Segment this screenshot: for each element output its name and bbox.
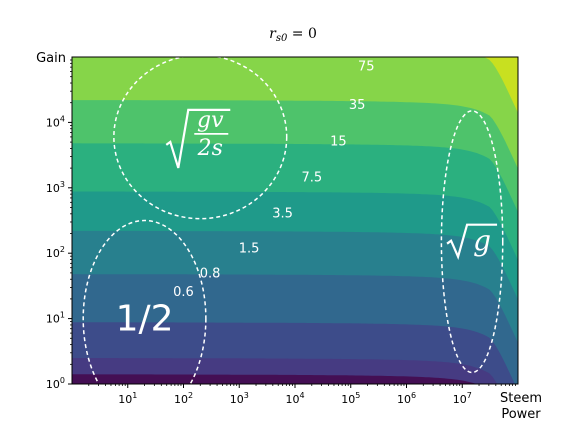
radical-sign [446, 223, 498, 260]
y-axis-ticks: 100 101 102 103 104 [46, 59, 72, 391]
chart-title: rs0 = 0 [269, 26, 317, 44]
annotation-ellipse [113, 57, 288, 220]
title-variable: r [269, 26, 277, 42]
contour-band [484, 57, 518, 113]
x-axis-label-line1: Steem [500, 391, 542, 406]
x-tick-label: 105 [341, 391, 360, 406]
contour-label: 200 [365, 18, 390, 33]
annotation-sqrt-g: g [446, 223, 498, 260]
x-tick-label: 106 [397, 391, 416, 406]
radical-sign [165, 108, 231, 169]
contour-label: 7.5 [301, 171, 322, 186]
x-tick-label: 104 [285, 391, 304, 406]
fraction-denominator: 2s [197, 136, 223, 161]
annotation-half: 1/2 [116, 299, 174, 340]
contour-label: 0.6 [173, 285, 194, 300]
annotations: 1/2 gv 2s g [82, 57, 504, 384]
annotation-g: g [473, 225, 491, 258]
annotation-ellipse [440, 110, 504, 374]
x-tick-label: 107 [453, 391, 472, 406]
title-rest: = 0 [287, 26, 317, 42]
x-tick-label: 102 [174, 391, 193, 406]
y-tick-label: 100 [46, 376, 65, 391]
contour-labels: 0.6 0.8 1.5 3.5 7.5 15 35 75 200 [173, 18, 390, 300]
y-tick-label: 104 [46, 114, 65, 129]
x-axis-label-line2: Power [501, 407, 541, 422]
y-axis-label: Gain [36, 51, 66, 66]
y-tick-label: 102 [46, 245, 65, 260]
contour-band [72, 57, 518, 169]
x-tick-label: 101 [118, 391, 137, 406]
contour-label: 1.5 [239, 242, 260, 257]
title-subscript: s0 [276, 33, 288, 44]
contour-label: 0.8 [200, 267, 221, 282]
x-axis-ticks: 101 102 103 104 105 106 107 [88, 384, 516, 406]
annotation-ellipse [82, 219, 207, 384]
contour-label: 15 [330, 135, 347, 150]
contour-label: 3.5 [272, 206, 293, 221]
annotation-sqrt-gv-2s: gv 2s [165, 108, 231, 169]
contour-label: 35 [349, 98, 366, 113]
y-tick-label: 103 [46, 180, 65, 195]
y-tick-label: 101 [46, 311, 65, 326]
x-tick-label: 103 [230, 391, 249, 406]
fraction-numerator: gv [197, 108, 224, 133]
contour-label: 75 [358, 60, 375, 75]
